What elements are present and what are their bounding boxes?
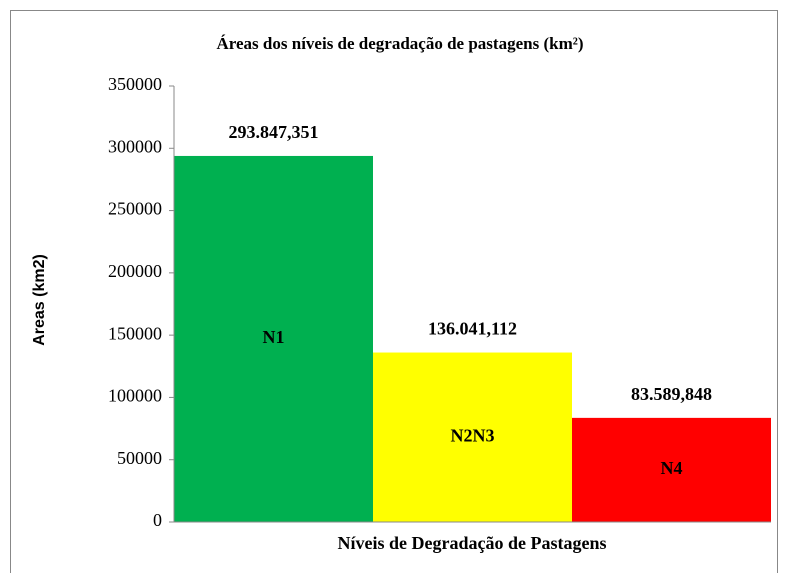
bar	[572, 417, 771, 522]
value-label: 293.847,351	[229, 122, 319, 142]
y-tick-label: 200000	[108, 261, 162, 281]
category-label: N1	[263, 327, 285, 347]
y-axis-label: Areas (km2)	[31, 254, 48, 346]
x-axis-label: Níveis de Degradação de Pastagens	[338, 533, 607, 553]
value-label: 136.041,112	[428, 319, 517, 339]
y-tick-label: 300000	[108, 136, 162, 156]
y-tick-label: 0	[153, 510, 162, 530]
y-tick-label: 100000	[108, 386, 162, 406]
category-label: N4	[661, 458, 683, 478]
chart-title: Áreas dos níveis de degradação de pastag…	[217, 34, 584, 53]
category-label: N2N3	[451, 425, 495, 445]
bar	[174, 155, 373, 523]
y-tick-label: 350000	[108, 74, 162, 94]
y-tick-label: 50000	[117, 448, 162, 468]
value-label: 83.589,848	[631, 384, 712, 404]
y-tick-label: 250000	[108, 199, 162, 219]
bar	[373, 352, 572, 522]
chart-border	[10, 10, 778, 573]
y-tick-label: 150000	[108, 323, 162, 343]
